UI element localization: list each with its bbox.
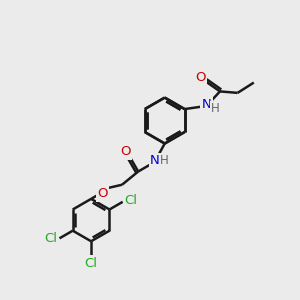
Text: O: O	[97, 188, 108, 200]
Text: N: N	[150, 154, 160, 167]
Text: O: O	[121, 145, 131, 158]
Text: N: N	[202, 98, 211, 111]
Text: H: H	[160, 154, 169, 167]
Text: Cl: Cl	[124, 194, 137, 207]
Text: O: O	[196, 71, 206, 84]
Text: Cl: Cl	[45, 232, 58, 245]
Text: Cl: Cl	[85, 256, 98, 270]
Text: H: H	[211, 102, 220, 115]
